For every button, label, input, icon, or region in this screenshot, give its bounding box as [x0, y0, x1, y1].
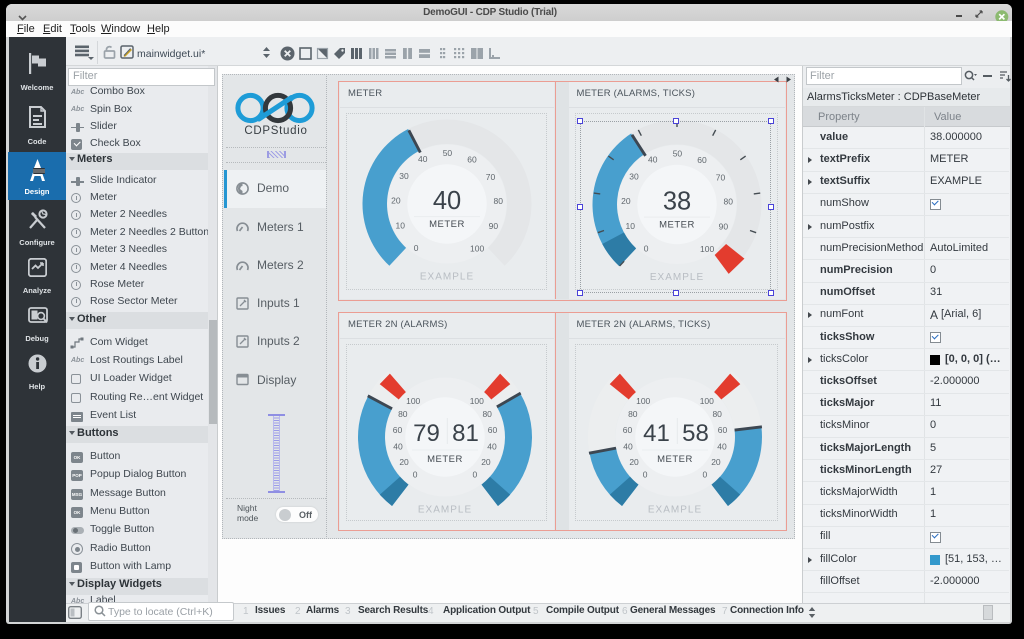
- svg-text:60: 60: [467, 154, 477, 164]
- svg-text:100: 100: [470, 244, 484, 254]
- svg-text:20: 20: [481, 457, 491, 467]
- svg-text:10: 10: [625, 221, 635, 231]
- svg-text:70: 70: [715, 172, 725, 182]
- svg-text:80: 80: [482, 409, 492, 419]
- svg-text:41: 41: [643, 420, 670, 447]
- svg-text:80: 80: [398, 409, 408, 419]
- svg-text:60: 60: [488, 425, 498, 435]
- svg-text:40: 40: [717, 442, 727, 452]
- svg-text:METER: METER: [657, 454, 693, 465]
- svg-text:79: 79: [413, 420, 440, 447]
- svg-text:80: 80: [712, 409, 722, 419]
- svg-text:90: 90: [489, 221, 499, 231]
- svg-text:100: 100: [699, 396, 713, 406]
- svg-text:METER: METER: [659, 220, 695, 231]
- svg-text:81: 81: [452, 420, 479, 447]
- svg-text:EXAMPLE: EXAMPLE: [647, 505, 701, 516]
- svg-text:40: 40: [433, 187, 461, 215]
- svg-text:0: 0: [702, 470, 707, 480]
- svg-text:60: 60: [622, 425, 632, 435]
- svg-text:80: 80: [723, 197, 733, 207]
- svg-text:0: 0: [473, 470, 478, 480]
- svg-text:EXAMPLE: EXAMPLE: [649, 272, 703, 283]
- svg-text:40: 40: [393, 442, 403, 452]
- svg-text:20: 20: [711, 457, 721, 467]
- svg-text:0: 0: [643, 243, 648, 253]
- svg-text:100: 100: [636, 396, 650, 406]
- svg-text:0: 0: [413, 470, 418, 480]
- svg-text:70: 70: [486, 172, 496, 182]
- svg-text:20: 20: [391, 195, 401, 205]
- svg-text:50: 50: [443, 148, 453, 158]
- svg-text:80: 80: [628, 409, 638, 419]
- svg-text:58: 58: [682, 420, 709, 447]
- svg-text:100: 100: [700, 244, 714, 254]
- svg-text:40: 40: [648, 154, 658, 164]
- svg-text:30: 30: [399, 171, 409, 181]
- svg-text:EXAMPLE: EXAMPLE: [418, 505, 472, 516]
- svg-text:40: 40: [487, 442, 497, 452]
- svg-text:40: 40: [623, 442, 633, 452]
- svg-text:EXAMPLE: EXAMPLE: [420, 272, 474, 283]
- svg-text:20: 20: [621, 196, 631, 206]
- svg-text:20: 20: [629, 457, 639, 467]
- svg-text:90: 90: [718, 222, 728, 232]
- svg-text:60: 60: [717, 425, 727, 435]
- svg-text:100: 100: [470, 396, 484, 406]
- svg-text:0: 0: [414, 243, 419, 253]
- svg-text:38: 38: [662, 188, 690, 216]
- svg-text:60: 60: [393, 425, 403, 435]
- svg-text:10: 10: [396, 220, 406, 230]
- svg-text:0: 0: [642, 470, 647, 480]
- svg-text:METER: METER: [429, 219, 465, 230]
- svg-text:100: 100: [406, 396, 420, 406]
- svg-text:40: 40: [418, 154, 428, 164]
- svg-text:80: 80: [493, 196, 503, 206]
- svg-text:30: 30: [629, 172, 639, 182]
- svg-text:20: 20: [399, 457, 409, 467]
- svg-text:METER: METER: [427, 454, 463, 465]
- svg-text:60: 60: [697, 155, 707, 165]
- svg-text:50: 50: [672, 148, 682, 158]
